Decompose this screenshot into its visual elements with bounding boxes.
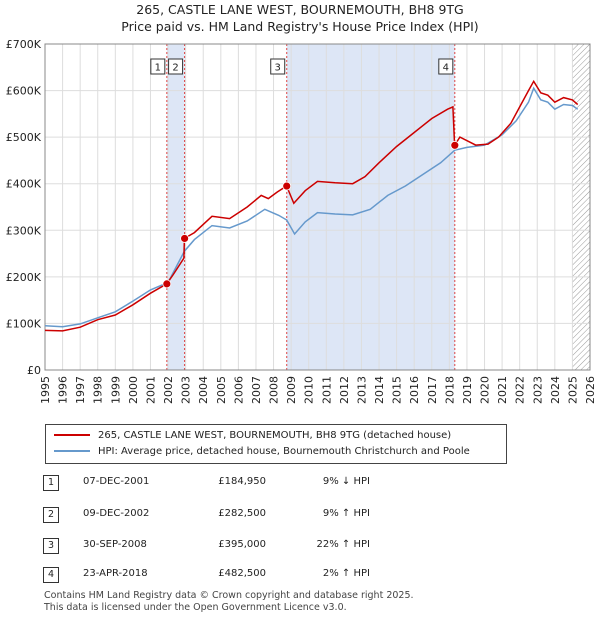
- x-tick-label: 2007: [250, 376, 263, 404]
- x-tick-label: 1996: [57, 376, 70, 404]
- x-tick-label: 2023: [531, 376, 544, 404]
- sale-label-box: [150, 58, 166, 75]
- hpi-line: [44, 86, 579, 328]
- x-tick-label: 2016: [408, 376, 421, 404]
- sale-point: [180, 234, 189, 243]
- price-chart: £0 £100K £200K £300K £400K £500K £600K £700K 199…: [6, 38, 597, 404]
- x-tick-label: 2025: [566, 376, 579, 404]
- transaction-hpi: 22% ↑ HPI: [316, 539, 370, 550]
- x-tick-label: 2021: [496, 376, 509, 404]
- legend-property-swatch: [54, 434, 90, 436]
- table-row: 2 09-DEC-2002 £282,500 9% ↑ HPI: [0, 507, 600, 523]
- sale-label-box: [438, 58, 454, 75]
- sale-label-box: [168, 58, 184, 75]
- x-tick-label: 2006: [232, 376, 245, 404]
- transaction-price: £395,000: [218, 539, 266, 550]
- sale-point: [450, 140, 460, 150]
- y-tick-label: £400K: [6, 178, 42, 191]
- x-tick-label: 2008: [268, 376, 281, 404]
- legend-property: 265, CASTLE LANE WEST, BOURNEMOUTH, BH8 …: [54, 430, 451, 441]
- x-tick-label: 2011: [320, 376, 333, 404]
- x-tick-label: 2009: [285, 376, 298, 404]
- sale-point: [282, 181, 292, 191]
- transaction-date: 09-DEC-2002: [83, 508, 150, 519]
- transaction-price: £282,500: [218, 508, 266, 519]
- x-tick-label: 2017: [426, 376, 439, 404]
- hatched-forecast-region: [572, 44, 590, 370]
- x-tick-label: 2018: [443, 376, 456, 404]
- x-tick-label: 2026: [584, 376, 597, 404]
- x-tick-label: 2000: [127, 376, 140, 404]
- legend-hpi-label: HPI: Average price, detached house, Bour…: [98, 446, 470, 457]
- x-tick-label: 2020: [479, 376, 492, 404]
- x-tick-label: 2024: [549, 376, 562, 404]
- transaction-hpi: 9% ↑ HPI: [322, 508, 370, 519]
- legend-hpi-swatch: [54, 450, 90, 452]
- x-tick-label: 2022: [514, 376, 527, 404]
- y-tick-label: £300K: [6, 224, 42, 237]
- plot-area-border: [44, 43, 591, 371]
- x-tick-label: 2015: [391, 376, 404, 404]
- legend-property-label: 265, CASTLE LANE WEST, BOURNEMOUTH, BH8 …: [98, 430, 452, 441]
- x-tick-label: 1999: [109, 376, 122, 404]
- x-tick-label: 1997: [74, 376, 87, 404]
- sale-label: 4: [443, 63, 449, 74]
- transaction-date: 30-SEP-2008: [83, 539, 147, 550]
- chart-subtitle: Price paid vs. HM Land Registry's House …: [121, 19, 479, 34]
- x-tick-label: 2003: [180, 376, 193, 404]
- x-tick-label: 2019: [461, 376, 474, 404]
- x-tick-label: 2004: [197, 376, 210, 404]
- y-tick-label: £700K: [6, 38, 42, 51]
- property-price-line: [44, 79, 579, 332]
- sale-label: 2: [172, 63, 178, 74]
- y-tick-label: £100K: [6, 317, 42, 330]
- y-tick-label: £500K: [6, 131, 42, 144]
- sale-label: 1: [155, 63, 161, 74]
- transaction-price: £482,500: [218, 568, 266, 579]
- x-tick-label: 2002: [162, 376, 175, 404]
- transaction-number: 1: [43, 475, 59, 491]
- transaction-hpi: 9% ↓ HPI: [322, 476, 370, 487]
- transaction-hpi: 2% ↑ HPI: [322, 568, 370, 579]
- sale-label-box: [270, 58, 286, 75]
- transaction-number: 3: [43, 538, 59, 554]
- x-tick-label: 2013: [355, 376, 368, 404]
- transaction-date: 23-APR-2018: [83, 568, 148, 579]
- transaction-date: 07-DEC-2001: [83, 476, 150, 487]
- y-tick-label: £0: [27, 364, 41, 377]
- x-tick-label: 2005: [215, 376, 228, 404]
- x-tick-label: 2012: [338, 376, 351, 404]
- shaded-period: [286, 44, 455, 370]
- transaction-number: 4: [43, 567, 59, 583]
- legend: 265, CASTLE LANE WEST, BOURNEMOUTH, BH8 …: [45, 424, 507, 464]
- table-row: 3 30-SEP-2008 £395,000 22% ↑ HPI: [0, 538, 600, 554]
- table-row: 4 23-APR-2018 £482,500 2% ↑ HPI: [0, 567, 600, 583]
- shaded-period: [166, 44, 185, 370]
- x-tick-label: 2001: [144, 376, 157, 404]
- transaction-number: 2: [43, 507, 59, 523]
- y-tick-label: £600K: [6, 85, 42, 98]
- table-row: 1 07-DEC-2001 £184,950 9% ↓ HPI: [0, 475, 600, 491]
- sale-point: [162, 279, 172, 289]
- y-tick-label: £200K: [6, 271, 42, 284]
- chart-title: 265, CASTLE LANE WEST, BOURNEMOUTH, BH8 …: [136, 2, 464, 17]
- x-tick-label: 2014: [373, 376, 386, 404]
- sale-label: 3: [275, 63, 281, 74]
- transaction-price: £184,950: [218, 476, 266, 487]
- x-tick-label: 1995: [39, 376, 52, 404]
- legend-hpi: HPI: Average price, detached house, Bour…: [54, 446, 470, 457]
- x-tick-label: 1998: [92, 376, 105, 404]
- footer-licence: This data is licensed under the Open Gov…: [44, 602, 347, 613]
- footer-copyright: Contains HM Land Registry data © Crown c…: [44, 590, 414, 601]
- x-tick-label: 2010: [303, 376, 316, 404]
